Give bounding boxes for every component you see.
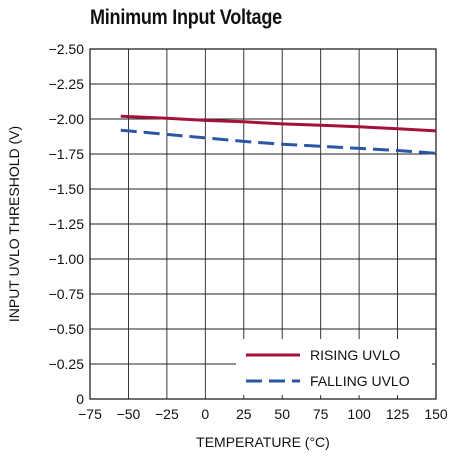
y-tick-label: −0.25 — [49, 356, 85, 372]
series-line-rising-uvlo — [120, 114, 437, 133]
y-axis-title: INPUT UVLO THRESHOLD (V) — [6, 126, 22, 322]
y-tick-label: −1.75 — [49, 146, 85, 162]
x-tick-label: 75 — [313, 406, 329, 422]
x-tick-label: −75 — [78, 406, 102, 422]
tick-labels: −75 −50 −25 0 25 50 75 100 125 150 −2.50 −2.25 −2.00… — [49, 41, 448, 422]
y-tick-label: −1.00 — [49, 251, 85, 267]
y-tick-label: −0.75 — [49, 286, 85, 302]
y-tick-label: −1.25 — [49, 216, 85, 232]
legend-label-rising-uvlo: RISING UVLO — [310, 347, 400, 363]
y-tick-label: −0.50 — [49, 321, 85, 337]
legend: RISING UVLO FALLING UVLO — [236, 339, 432, 395]
x-tick-label: 125 — [386, 406, 410, 422]
x-tick-label: 0 — [201, 406, 209, 422]
x-tick-label: 50 — [274, 406, 290, 422]
series-line-falling-uvlo — [120, 128, 437, 155]
x-tick-label: 150 — [424, 406, 448, 422]
y-tick-label: −2.00 — [49, 111, 85, 127]
grid-lines — [90, 49, 436, 399]
x-tick-label: 25 — [236, 406, 252, 422]
x-tick-label: 100 — [347, 406, 371, 422]
legend-box — [236, 339, 432, 395]
x-tick-label: −25 — [155, 406, 179, 422]
chart-title: Minimum Input Voltage — [90, 6, 282, 29]
y-tick-label: −2.50 — [49, 41, 85, 57]
x-tick-label: −50 — [117, 406, 141, 422]
y-tick-label: −2.25 — [49, 76, 85, 92]
plot-frame — [89, 48, 437, 400]
y-tick-label: −1.50 — [49, 181, 85, 197]
y-tick-label: 0 — [76, 391, 84, 407]
series-layer — [120, 114, 437, 155]
x-axis-title: TEMPERATURE (°C) — [196, 434, 330, 450]
legend-label-falling-uvlo: FALLING UVLO — [310, 373, 410, 389]
